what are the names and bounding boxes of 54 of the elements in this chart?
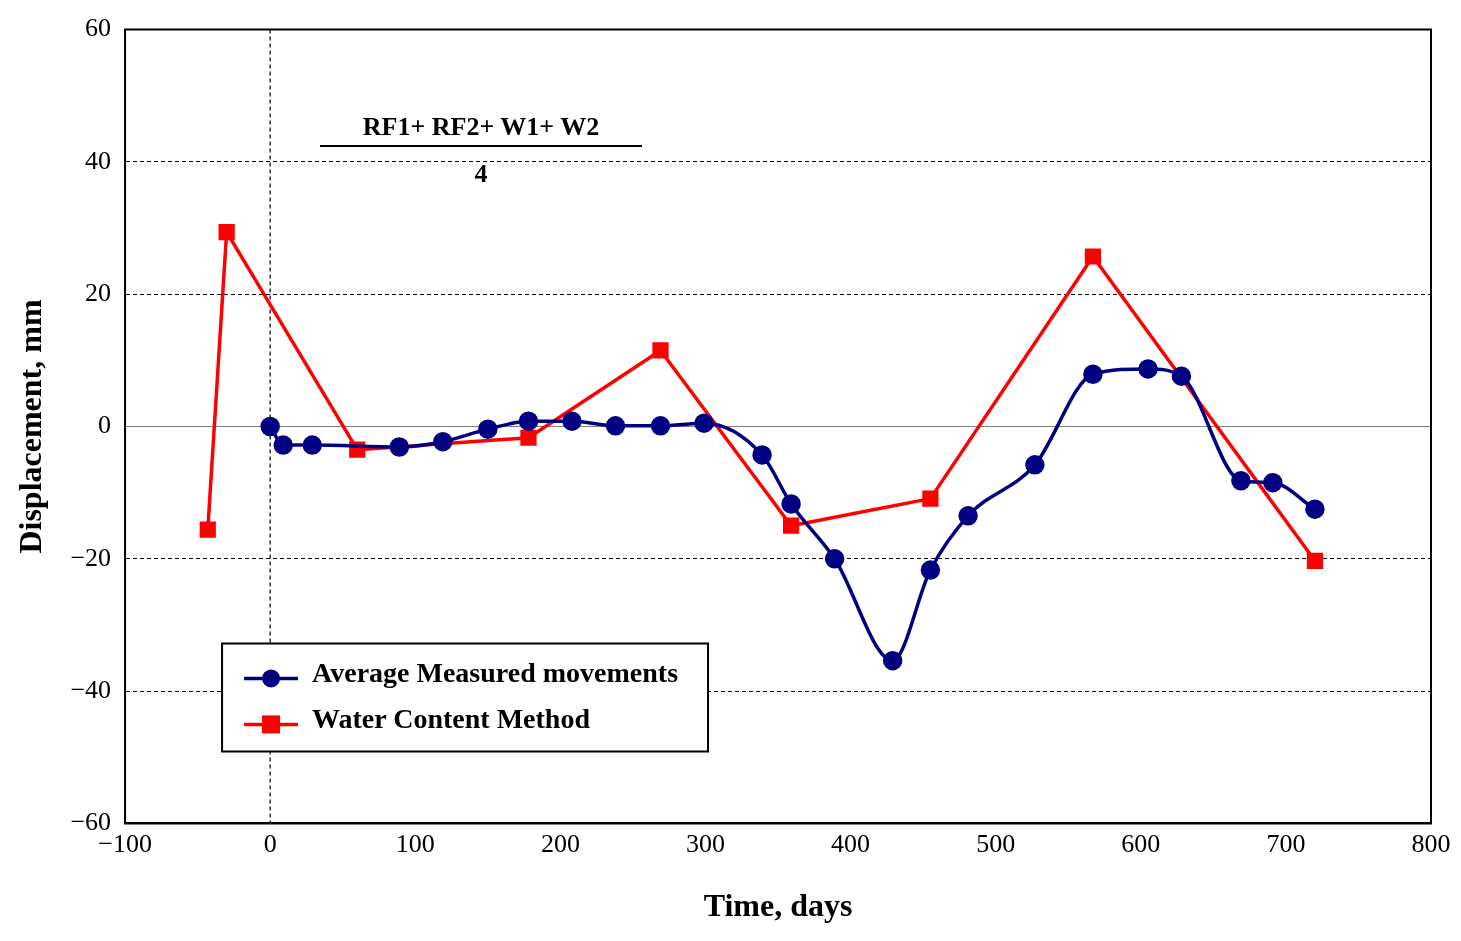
point <box>605 416 626 436</box>
x-tick-label: 400 <box>831 828 871 858</box>
x-tick-label: 800 <box>1411 828 1451 858</box>
point <box>1084 248 1102 265</box>
point <box>1171 366 1192 386</box>
point <box>1083 364 1103 384</box>
point <box>650 416 671 436</box>
point <box>433 431 453 452</box>
legend-label: Water Content Method <box>312 702 591 734</box>
point <box>199 521 216 538</box>
point <box>260 416 280 437</box>
point <box>882 650 903 671</box>
y-tick-label: −40 <box>70 674 112 704</box>
point <box>562 411 582 431</box>
x-tick-label: 600 <box>1121 828 1161 858</box>
point <box>1025 455 1045 475</box>
point <box>520 429 537 446</box>
point <box>782 517 800 534</box>
point <box>824 549 845 569</box>
point <box>652 342 669 359</box>
y-tick-label: −60 <box>70 807 112 837</box>
point <box>518 411 539 431</box>
y-tick-label: 60 <box>85 13 112 43</box>
x-tick-label: 0 <box>263 828 277 858</box>
point <box>218 223 235 241</box>
annotation: RF1+ RF2+ W1+ W2 <box>361 112 601 142</box>
point <box>694 413 714 433</box>
annotation: 4 <box>473 159 489 189</box>
y-tick-label: −20 <box>70 542 112 572</box>
y-tick-label: 20 <box>85 278 112 308</box>
x-tick-label: 200 <box>540 828 580 858</box>
legend-label: Average Measured movements <box>312 656 679 688</box>
point <box>920 560 941 580</box>
y-tick-label: 40 <box>85 145 112 175</box>
x-tick-label: 300 <box>685 828 725 858</box>
point <box>922 490 939 507</box>
point <box>752 445 772 465</box>
x-tick-label: 500 <box>976 828 1016 858</box>
point <box>1138 359 1158 379</box>
point <box>389 437 410 457</box>
point <box>1306 552 1324 569</box>
point <box>302 435 322 455</box>
point <box>273 435 293 455</box>
x-tick-label: 700 <box>1266 828 1306 858</box>
point <box>1231 470 1251 491</box>
point <box>478 419 498 439</box>
x-tick-label: 100 <box>395 828 435 858</box>
y-axis-title: Displacement, mm <box>12 299 49 554</box>
point <box>781 494 801 514</box>
y-tick-label: 0 <box>98 410 112 440</box>
x-axis-title: Time, days <box>703 887 853 924</box>
point <box>958 506 978 526</box>
point <box>1263 472 1283 493</box>
point <box>1305 499 1325 519</box>
